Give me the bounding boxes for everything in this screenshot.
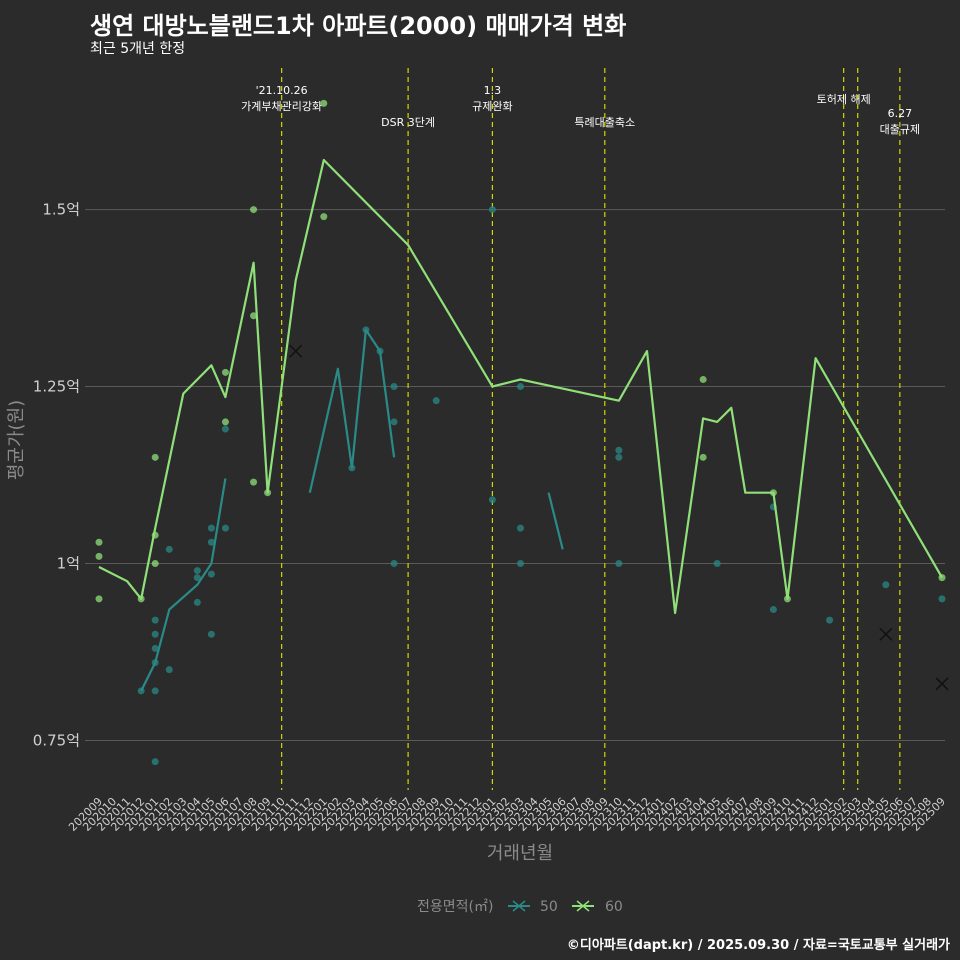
x-axis-label: 거래년월 (487, 843, 553, 864)
data-point-60 (250, 206, 258, 214)
chart-subtitle: 최근 5개년 한정 (90, 41, 186, 57)
data-point-50 (517, 524, 524, 532)
legend-item-50: 50 (508, 899, 558, 915)
data-point-50 (713, 559, 721, 567)
legend-item-60: 60 (572, 899, 623, 915)
data-point-60 (95, 552, 103, 560)
event-label: 규제완화 (472, 100, 512, 113)
data-point-50 (826, 616, 834, 624)
data-point-60 (221, 368, 229, 376)
event-label: 1.3 (484, 84, 502, 97)
data-point-60 (699, 375, 707, 383)
legend-label-50: 50 (540, 899, 558, 915)
data-point-50 (221, 425, 229, 433)
data-point-50 (207, 630, 215, 638)
data-point-50 (193, 598, 201, 606)
data-point-50 (151, 630, 159, 638)
legend: 전용면적(㎡) 50 60 (417, 899, 623, 915)
data-point-60 (250, 478, 258, 486)
y-tick-label: 0.75억 (33, 731, 80, 749)
series-line-50 (308, 328, 396, 493)
data-point-50 (938, 595, 946, 603)
data-point-50 (390, 418, 398, 426)
data-point-50 (221, 524, 229, 532)
data-point-50 (193, 567, 201, 575)
event-label: 6.27 (888, 107, 913, 120)
data-point-60 (221, 418, 229, 426)
data-point-60 (95, 595, 103, 603)
series-line-50 (547, 492, 564, 550)
legend-label-60: 60 (605, 899, 623, 915)
data-point-60 (699, 453, 707, 461)
data-point-50 (207, 538, 215, 546)
grid-lines (85, 209, 945, 741)
chart-title: 생연 대방노블랜드1차 아파트(2000) 매매가격 변화 (90, 12, 627, 40)
data-point-50 (488, 206, 496, 214)
event-label: 특례대출축소 (574, 116, 635, 129)
cross-markers (289, 344, 949, 691)
series-lines (98, 158, 943, 692)
data-point-50 (207, 524, 215, 532)
data-point-50 (165, 666, 173, 674)
data-point-60 (151, 559, 159, 567)
data-point-50 (151, 687, 159, 695)
data-point-50 (165, 545, 173, 553)
series-line-60 (98, 158, 943, 615)
data-point-50 (517, 559, 524, 567)
data-point-60 (320, 99, 328, 107)
y-axis-ticks: 0.75억 1억 1.25억 1.5억 (33, 201, 80, 750)
cross-marker-60 (879, 627, 893, 641)
cross-marker-50 (289, 344, 303, 358)
data-point-50 (390, 383, 398, 391)
event-label: 가계부채관리강화 (241, 100, 322, 113)
y-tick-label: 1.25억 (33, 378, 80, 396)
data-point-50 (151, 758, 159, 766)
data-point-50 (615, 559, 623, 567)
legend-title: 전용면적(㎡) (417, 899, 493, 915)
y-tick-label: 1억 (57, 554, 80, 572)
data-point-50 (207, 570, 215, 578)
data-point-50 (517, 383, 524, 391)
event-label: 대출규제 (880, 123, 920, 136)
legend-cross-50 (512, 900, 526, 912)
data-point-60 (95, 538, 103, 546)
data-point-50 (432, 397, 440, 405)
series-line-50 (140, 478, 227, 692)
event-label: '21.10.26 (256, 84, 308, 97)
x-axis-ticks: 2020092020102020112020122021012021022021… (66, 795, 948, 834)
data-point-50 (882, 581, 890, 589)
cross-marker-50 (935, 677, 949, 691)
legend-cross-60 (576, 900, 590, 912)
data-point-50 (151, 616, 159, 624)
data-point-50 (390, 559, 398, 567)
data-point-50 (769, 606, 777, 613)
data-point-50 (615, 453, 623, 461)
data-point-60 (151, 453, 159, 461)
data-point-50 (193, 574, 201, 582)
data-point-60 (320, 213, 328, 221)
source-caption: ©디아파트(dapt.kr) / 2025.09.30 / 자료=국토교통부 실… (566, 938, 950, 953)
event-label: 토허제 해제 (817, 92, 871, 106)
data-point-50 (151, 644, 159, 652)
y-tick-label: 1.5억 (42, 201, 80, 219)
data-point-50 (488, 496, 496, 504)
data-point-50 (615, 446, 623, 454)
data-point-60 (250, 312, 258, 320)
y-axis-label: 평균가(원) (6, 400, 27, 480)
event-label: DSR 3단계 (381, 116, 435, 129)
series-50-points (137, 206, 946, 766)
